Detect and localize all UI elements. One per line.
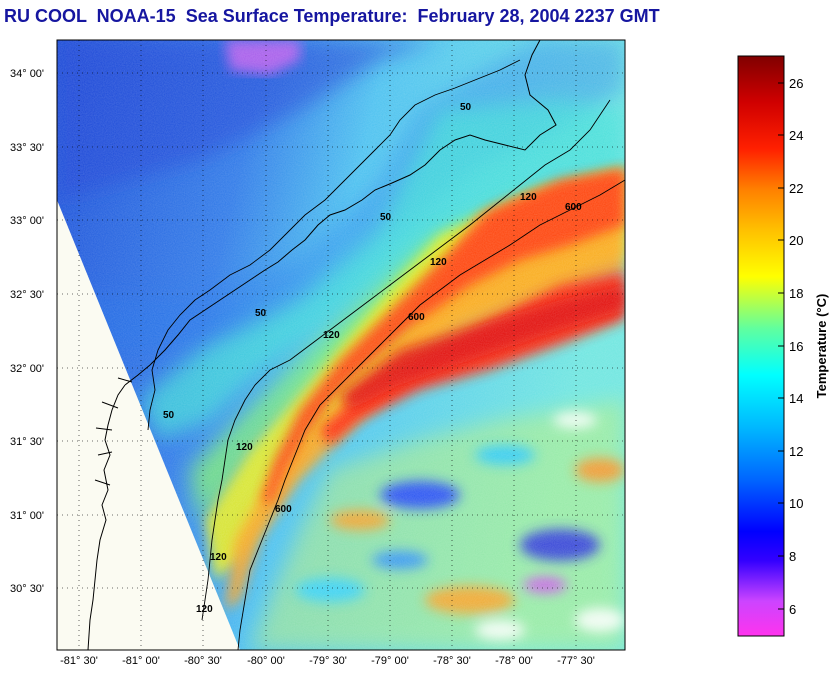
colorbar-ticks (778, 82, 784, 610)
lat-tick-label: 33° 00' (10, 215, 44, 227)
contour-label-50: 50 (460, 102, 472, 113)
lon-tick-label: -79° 00' (371, 655, 409, 667)
colorbar-tick-label: 14 (789, 391, 803, 406)
page-title: RU COOL NOAA-15 Sea Surface Temperature:… (4, 6, 660, 26)
contour-label-50: 50 (380, 212, 392, 223)
colorbar-tick-label: 16 (789, 339, 803, 354)
longitude-axis: -81° 30' -81° 00' -80° 30' -80° 00' -79°… (60, 655, 595, 667)
lon-tick-label: -77° 30' (557, 655, 595, 667)
contour-label-600: 600 (275, 504, 292, 515)
contour-label-120: 120 (196, 604, 213, 615)
lon-tick-label: -80° 30' (184, 655, 222, 667)
colorbar: 6 8 10 12 14 16 18 20 22 24 26 Temperatu… (737, 55, 829, 637)
colorbar-tick-label: 18 (789, 286, 803, 301)
graticule (57, 40, 625, 650)
lat-tick-label: 34° 00' (10, 68, 44, 80)
lon-tick-label: -78° 00' (495, 655, 533, 667)
contour-label-120: 120 (323, 330, 340, 341)
map-frame (56, 39, 626, 651)
lat-tick-label: 30° 30' (10, 583, 44, 595)
sst-image (57, 40, 625, 650)
contour-label-120: 120 (210, 552, 227, 563)
lat-tick-label: 31° 00' (10, 510, 44, 522)
lat-tick-label: 32° 30' (10, 289, 44, 301)
contour-label-600: 600 (408, 312, 425, 323)
lon-tick-label: -79° 30' (309, 655, 347, 667)
bathymetry-contours (147, 59, 626, 651)
lon-tick-label: -81° 30' (60, 655, 98, 667)
colorbar-tick-label: 10 (789, 496, 803, 511)
colorbar-tick-label: 26 (789, 76, 803, 91)
colorbar-gradient (737, 55, 785, 637)
coastline (87, 39, 557, 651)
contour-label-120: 120 (430, 257, 447, 268)
lon-tick-label: -80° 00' (247, 655, 285, 667)
colorbar-label: Temperature (°C) (814, 294, 829, 399)
colorbar-tick-label: 20 (789, 233, 803, 248)
lat-tick-label: 33° 30' (10, 142, 44, 154)
contour-label-50: 50 (163, 410, 175, 421)
colorbar-tick-label: 22 (789, 181, 803, 196)
lat-tick-label: 32° 00' (10, 363, 44, 375)
contour-labels: 50 50 50 50 120 120 120 120 120 120 600 … (163, 102, 582, 615)
colorbar-tick-label: 6 (789, 602, 796, 617)
colorbar-tick-label: 12 (789, 444, 803, 459)
contour-label-120: 120 (520, 192, 537, 203)
contour-label-120: 120 (236, 442, 253, 453)
lon-tick-label: -81° 00' (122, 655, 160, 667)
lon-tick-label: -78° 30' (433, 655, 471, 667)
colorbar-tick-label: 8 (789, 549, 796, 564)
colorbar-tick-label: 24 (789, 128, 803, 143)
contour-label-600: 600 (565, 202, 582, 213)
latitude-axis: 34° 00' 33° 30' 33° 00' 32° 30' 32° 00' … (10, 68, 44, 595)
contour-label-50: 50 (255, 308, 267, 319)
lat-tick-label: 31° 30' (10, 436, 44, 448)
